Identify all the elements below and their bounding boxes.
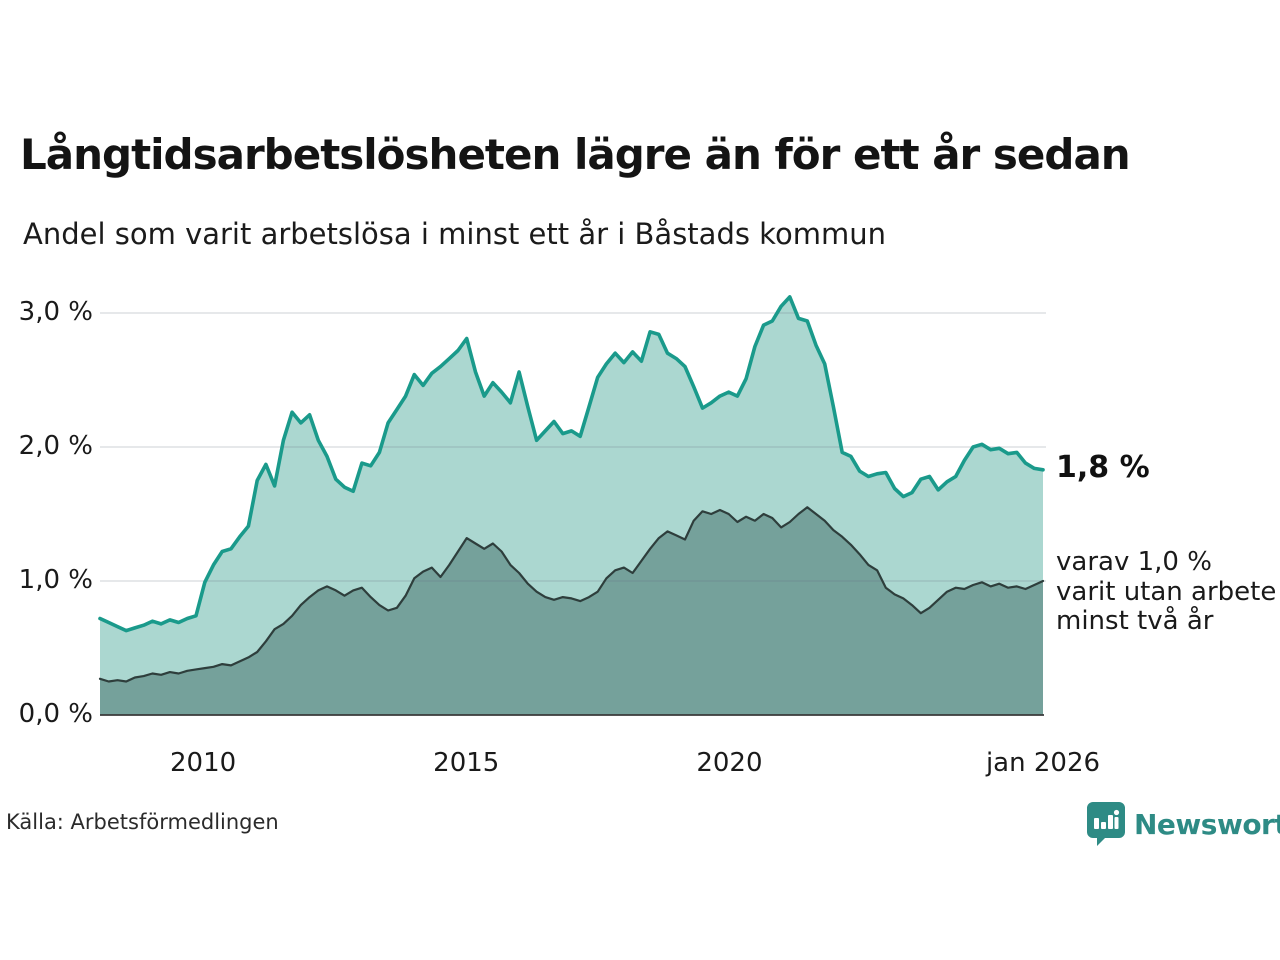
annotation-line: varav 1,0 % [1056, 547, 1212, 577]
y-tick-label: 3,0 % [18, 297, 93, 327]
x-tick-label: 2020 [696, 748, 763, 778]
y-tick-label: 1,0 % [18, 565, 93, 595]
newsworthy-brand: Newsworthy [1086, 801, 1280, 847]
brand-name: Newsworthy [1134, 807, 1280, 841]
chart-subtitle: Andel som varit arbetslösa i minst ett å… [23, 217, 886, 251]
annotation-line: varit utan arbete [1056, 576, 1277, 607]
y-tick-label: 2,0 % [18, 431, 93, 461]
y-tick-label: 0,0 % [18, 699, 93, 729]
x-tick-label: 2015 [433, 748, 500, 778]
page-title: Långtidsarbetslösheten lägre än för ett … [20, 130, 1131, 179]
line-total-unemployed [98, 295, 1045, 633]
line-two-years [98, 506, 1045, 683]
source-credit: Källa: Arbetsförmedlingen [6, 810, 279, 834]
annotation-line: minst två år [1056, 606, 1214, 637]
area-two-years [100, 507, 1043, 715]
newsworthy-logo-icon [1087, 802, 1125, 846]
x-tick-label: jan 2026 [985, 748, 1101, 778]
latest-value-label: 1,8 % [1056, 450, 1150, 485]
x-tick-label: 2010 [170, 748, 237, 778]
secondary-annotation: varav 1,0 % varit utan arbete minst två … [1056, 547, 1277, 637]
